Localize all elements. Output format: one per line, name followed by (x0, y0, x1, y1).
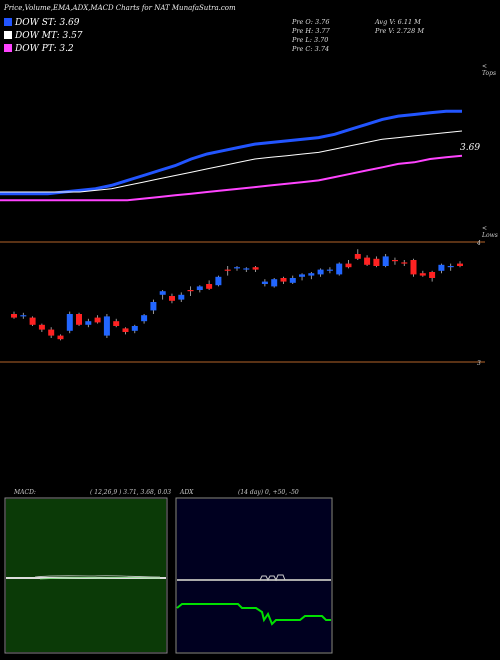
candle-body (94, 317, 101, 323)
candle-body (76, 314, 82, 325)
macd-signal-line (39, 577, 161, 580)
macd-params: ( 12,26,9 ) 3.71, 3.68, 0.03 (90, 489, 172, 496)
candle-body (345, 263, 352, 268)
legend-label: DOW PT: 3.2 (15, 44, 74, 54)
candle-body (141, 315, 148, 322)
candle-body (382, 256, 389, 266)
candle-body (169, 296, 175, 301)
candle-body (103, 316, 110, 336)
header-high: Pre H: 3.77 (292, 27, 330, 35)
candle-body (419, 273, 426, 276)
candle-body (178, 294, 185, 300)
candle-body (206, 284, 213, 289)
macd-bg (6, 499, 166, 652)
candle-body (66, 314, 73, 331)
candle-body (392, 260, 398, 262)
candle-body (252, 267, 259, 270)
candle-body (336, 263, 343, 275)
adx-di-line (259, 574, 286, 582)
swatch-magenta-icon (4, 44, 12, 52)
candle-body (122, 328, 129, 332)
candle-body (280, 278, 287, 282)
lows-label: < Lows (482, 225, 498, 239)
swatch-white-icon (4, 31, 12, 39)
adx-bg (177, 499, 331, 652)
adx-label: ADX (180, 489, 194, 496)
candle-body (373, 258, 380, 266)
legend-label: DOW ST: 3.69 (15, 18, 80, 28)
tops-label: < Tops (482, 63, 497, 77)
legend-dow-mt: DOW MT: 3.57 (4, 31, 83, 41)
candle-body (438, 264, 445, 271)
candle-body (187, 290, 194, 292)
candle-body (224, 269, 231, 271)
candle-body (289, 278, 296, 283)
candle-body (48, 329, 55, 336)
candle-body (429, 272, 436, 278)
candle-body (159, 291, 166, 295)
macd-panel (4, 497, 168, 654)
candle-body (401, 262, 408, 264)
legend-dow-st: DOW ST: 3.69 (4, 18, 80, 28)
candle-body (447, 266, 454, 268)
candle-body (317, 269, 324, 275)
ema-series-2 (0, 154, 463, 202)
last-price-label: 3.69 (460, 143, 481, 153)
header-low: Pre L: 3.70 (292, 36, 329, 44)
adx-params: (14 day) 0, +50, -50 (238, 489, 299, 496)
candle-body (215, 276, 222, 286)
candlestick-panel (11, 249, 463, 341)
candle-body (457, 263, 463, 266)
candle-body (364, 257, 371, 265)
ema-panel (0, 109, 463, 202)
candle-body (11, 314, 17, 318)
candle-body (354, 254, 361, 259)
swatch-blue-icon (4, 18, 12, 26)
header-avg-volume: Avg V: 6.11 M (375, 18, 421, 26)
adx-line (176, 603, 331, 626)
candle-body (271, 279, 278, 287)
candle-body (150, 302, 157, 311)
macd-line (34, 575, 161, 578)
ema-series-0 (0, 109, 462, 196)
candle-body (113, 321, 120, 326)
candle-body (38, 324, 45, 330)
candle-body (20, 315, 27, 317)
candle-body (410, 260, 417, 275)
candle-body (131, 326, 138, 331)
axis-top-label: 4 (477, 240, 481, 247)
chart-title: Price,Volume,EMA,ADX,MACD Charts for NAT… (4, 4, 236, 12)
candle-body (29, 317, 36, 325)
legend-dow-pt: DOW PT: 3.2 (4, 44, 74, 54)
candle-body (308, 273, 315, 276)
header-open: Pre O: 3.76 (292, 18, 330, 26)
candle-body (57, 335, 64, 340)
axis-bottom-label: 3 (477, 360, 481, 367)
macd-label: MACD: (14, 489, 36, 496)
candle-body (261, 281, 268, 284)
candle-body (299, 274, 305, 277)
candle-body (234, 267, 240, 269)
candle-body (243, 268, 250, 270)
candle-body (85, 321, 92, 325)
candle-body (196, 286, 203, 290)
legend-label: DOW MT: 3.57 (15, 31, 83, 41)
adx-panel (175, 497, 333, 654)
header-prev-volume: Pre V: 2.728 M (375, 27, 425, 35)
candle-body (326, 269, 333, 271)
header-close: Pre C: 3.74 (292, 45, 330, 53)
ema-series-1 (0, 130, 463, 193)
